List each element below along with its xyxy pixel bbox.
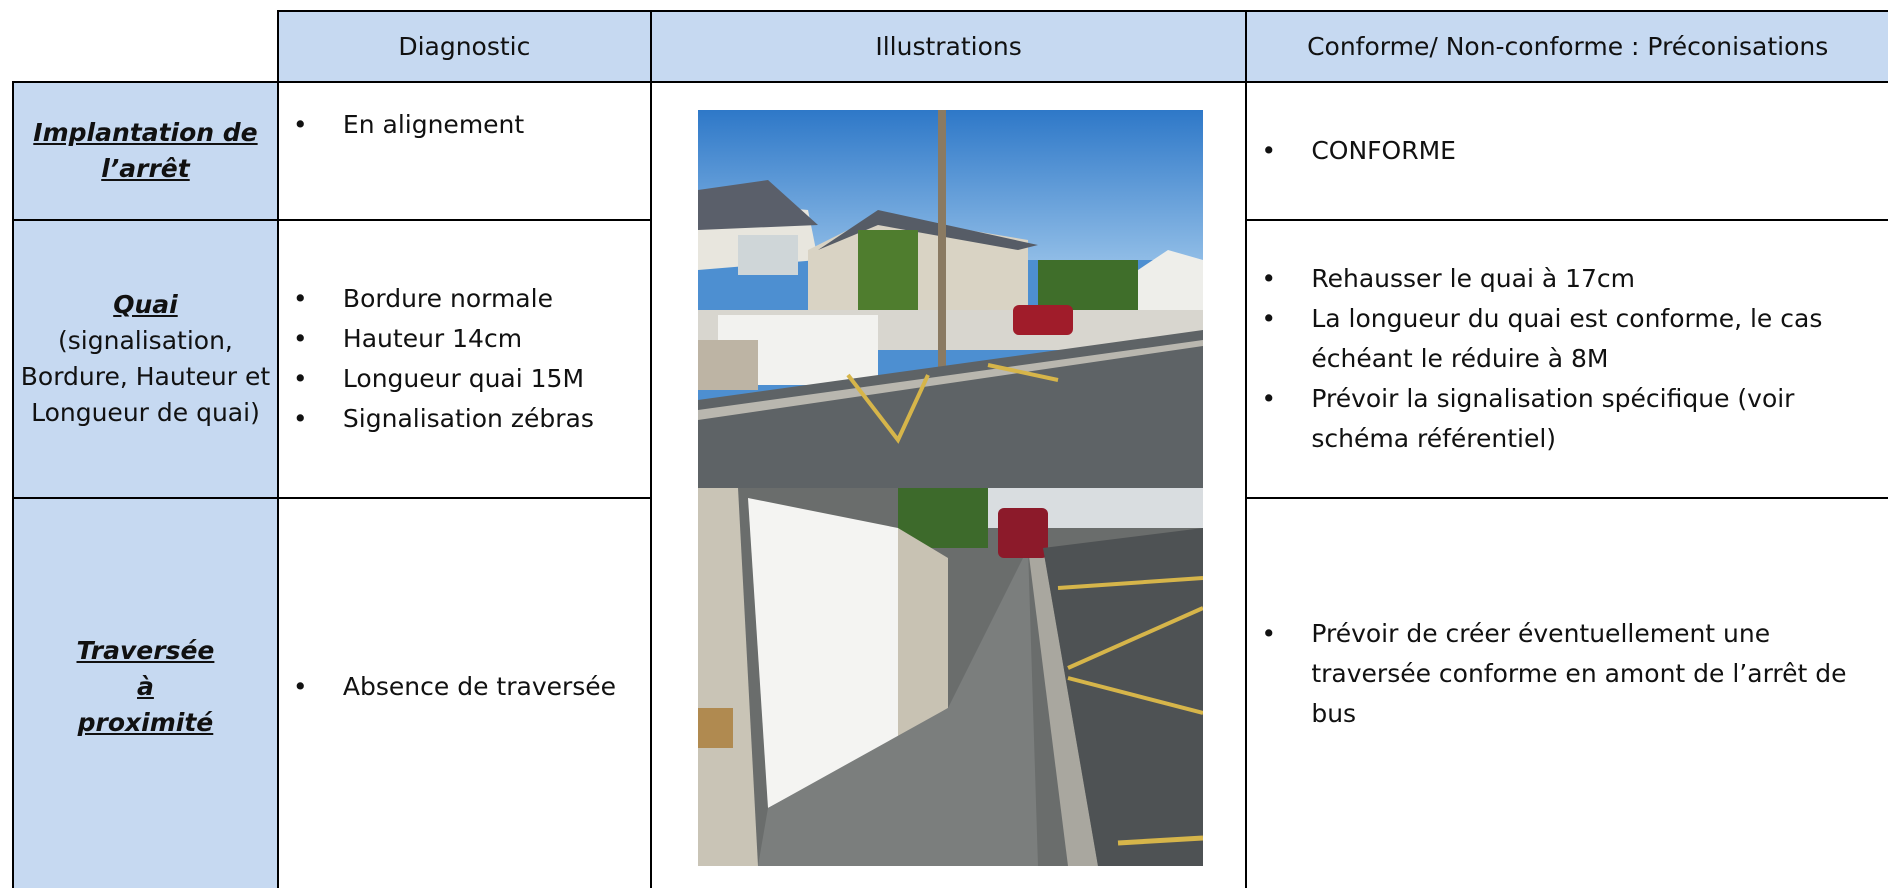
header-cell: Conforme/ Non-conforme : Préconisations [1245,10,1888,83]
header-cell: Illustrations [649,10,1248,83]
bullet-list: En alignement [279,105,650,145]
recommendation-cell: Rehausser le quai à 17cmLa longueur du q… [1245,219,1888,499]
bullet-item: Longueur quai 15M [293,359,642,399]
photo-street [697,110,1203,488]
photo-sidewalk [697,488,1203,866]
label-text: Traversée à proximité [76,635,215,737]
bullet-list: Rehausser le quai à 17cmLa longueur du q… [1247,259,1888,459]
row-label: Traversée à proximité [12,497,279,888]
recommendation-cell: Prévoir de créer éventuellement une trav… [1245,497,1888,888]
bullet-item: Hauteur 14cm [293,319,642,359]
row-label: Implantation de l’arrêt [12,81,279,221]
bullet-item: Prévoir la signalisation spécifique (voi… [1261,379,1880,459]
bullet-item: CONFORME [1261,131,1880,171]
bullet-item: Absence de traversée [293,667,642,707]
label-text: Implantation de l’arrêt [33,118,258,183]
bullet-list: CONFORME [1247,131,1888,171]
diagnostic-cell: Absence de traversée [276,497,652,888]
bullet-item: La longueur du quai est conforme, le cas… [1261,299,1880,379]
empty-cell [13,11,279,83]
diagnostic-cell: En alignement [276,81,652,221]
illustration-cell [649,81,1248,888]
label-text: Quai [113,290,178,319]
recommendation-cell: CONFORME [1245,81,1888,221]
bullet-list: Prévoir de créer éventuellement une trav… [1247,614,1888,734]
diagnostic-cell: Bordure normaleHauteur 14cmLongueur quai… [276,219,652,499]
bullet-item: Bordure normale [293,279,642,319]
bullet-list: Absence de traversée [279,667,650,707]
row-label: Quai (signalisation, Bordure, Hauteur et … [12,219,279,499]
bullet-item: Prévoir de créer éventuellement une trav… [1261,614,1880,734]
label-note: (signalisation, Bordure, Hauteur et Long… [20,326,271,427]
photos [697,110,1203,866]
audit-table: Diagnostic Illustrations Conforme/ Non-c… [12,10,1888,888]
bullet-item: En alignement [293,105,642,145]
bullet-list: Bordure normaleHauteur 14cmLongueur quai… [279,279,650,439]
bullet-item: Rehausser le quai à 17cm [1261,259,1880,299]
header-cell: Diagnostic [276,10,652,83]
bullet-item: Signalisation zébras [293,399,642,439]
